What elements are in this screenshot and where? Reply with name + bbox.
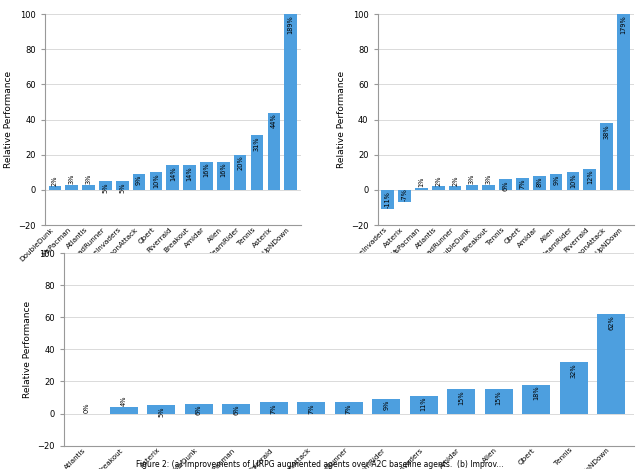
Bar (234, 155, 246, 190)
Bar (260, 402, 288, 414)
Bar (200, 162, 212, 190)
Text: 6%: 6% (234, 405, 239, 415)
Text: (a): (a) (164, 314, 182, 327)
Bar (381, 190, 394, 209)
Text: 5%: 5% (159, 406, 164, 417)
Bar (268, 113, 280, 190)
Text: 7%: 7% (308, 403, 314, 414)
Bar (533, 176, 545, 190)
Text: 44%: 44% (271, 113, 277, 128)
Text: 3%: 3% (469, 174, 475, 184)
Text: 12%: 12% (587, 170, 593, 184)
Text: 20%: 20% (237, 156, 243, 170)
Text: 7%: 7% (271, 403, 277, 414)
Text: -11%: -11% (385, 191, 390, 208)
Text: 2%: 2% (452, 175, 458, 186)
Bar (116, 181, 129, 190)
Text: 4%: 4% (121, 396, 127, 406)
Bar (483, 185, 495, 190)
Bar (65, 185, 78, 190)
Bar (335, 402, 363, 414)
Text: 32%: 32% (571, 363, 577, 378)
Text: 9%: 9% (383, 400, 389, 410)
Bar (447, 389, 476, 414)
Text: 189%: 189% (288, 15, 294, 34)
Bar (449, 187, 461, 190)
Bar (166, 166, 179, 190)
Text: 16%: 16% (220, 163, 227, 177)
Text: 3%: 3% (486, 174, 492, 184)
Bar (600, 123, 613, 190)
Text: 15%: 15% (496, 390, 502, 405)
Y-axis label: Relative Performance: Relative Performance (337, 71, 346, 168)
Bar (222, 404, 250, 414)
Text: 14%: 14% (187, 166, 193, 181)
Text: 11%: 11% (420, 397, 427, 411)
Text: 0%: 0% (83, 402, 90, 413)
Bar (499, 180, 512, 190)
Text: 2%: 2% (435, 175, 441, 186)
Bar (147, 406, 175, 414)
Bar (185, 404, 213, 414)
Bar (466, 185, 478, 190)
Text: 6%: 6% (196, 405, 202, 415)
Text: 16%: 16% (204, 163, 209, 177)
Bar (49, 187, 61, 190)
Y-axis label: Relative Performance: Relative Performance (4, 71, 13, 168)
Bar (484, 389, 513, 414)
Bar (415, 188, 428, 190)
Text: 38%: 38% (604, 124, 610, 139)
Bar (83, 185, 95, 190)
Text: 31%: 31% (254, 136, 260, 151)
Bar (522, 385, 550, 414)
Text: 3%: 3% (68, 174, 75, 184)
Text: 10%: 10% (570, 173, 576, 188)
Text: 6%: 6% (502, 180, 509, 191)
Text: 14%: 14% (170, 166, 176, 181)
Text: 62%: 62% (608, 315, 614, 330)
Bar (597, 314, 625, 414)
Text: 18%: 18% (533, 386, 539, 400)
Bar (617, 14, 630, 190)
Bar (110, 407, 138, 414)
Text: 5%: 5% (102, 182, 108, 193)
Bar (284, 14, 297, 190)
Bar (150, 173, 163, 190)
Text: 9%: 9% (553, 175, 559, 185)
Bar (372, 399, 401, 414)
Bar (133, 174, 145, 190)
Text: Figure 2: (a) Improvements of LIRPG augmented agents over A2C baseline agents.  : Figure 2: (a) Improvements of LIRPG augm… (136, 460, 504, 469)
Text: 1%: 1% (419, 177, 424, 187)
Text: 3%: 3% (86, 174, 92, 184)
Bar (183, 166, 196, 190)
Y-axis label: Relative Performance: Relative Performance (23, 301, 32, 398)
Bar (251, 136, 263, 190)
Bar (99, 181, 112, 190)
Text: 10%: 10% (153, 173, 159, 188)
Bar (398, 190, 411, 202)
Bar (297, 402, 325, 414)
Bar (566, 173, 579, 190)
Bar (217, 162, 230, 190)
Text: -7%: -7% (401, 189, 408, 201)
Text: 9%: 9% (136, 175, 142, 185)
Text: 2%: 2% (52, 175, 58, 186)
Text: 179%: 179% (621, 15, 627, 34)
Bar (559, 362, 588, 414)
Bar (410, 396, 438, 414)
Text: 5%: 5% (119, 182, 125, 193)
Text: 7%: 7% (520, 179, 525, 189)
Text: 7%: 7% (346, 403, 352, 414)
Text: 8%: 8% (536, 177, 542, 187)
Text: 15%: 15% (458, 390, 464, 405)
Text: (b): (b) (497, 314, 515, 327)
Bar (516, 178, 529, 190)
Bar (584, 169, 596, 190)
Bar (550, 174, 563, 190)
Bar (432, 187, 445, 190)
